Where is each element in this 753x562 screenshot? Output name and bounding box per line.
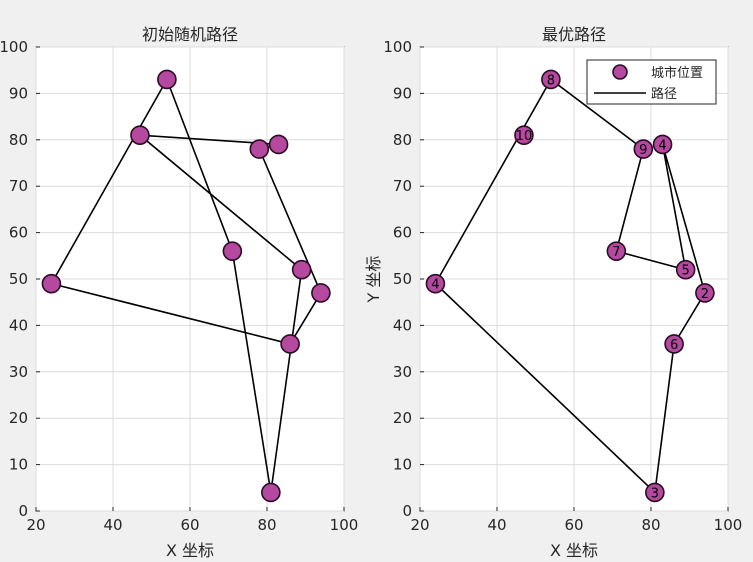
left-x-axis-label: X 坐标 xyxy=(166,541,214,560)
left-x-tick-label: 40 xyxy=(103,516,122,534)
legend-marker-swatch xyxy=(612,64,628,80)
right-city-marker xyxy=(695,283,715,303)
left-y-tick-label: 100 xyxy=(0,38,28,56)
right-x-axis-label: X 坐标 xyxy=(550,541,598,560)
legend-box xyxy=(586,59,717,105)
left-city-marker xyxy=(249,139,270,159)
right-city-label: 8 xyxy=(547,73,555,88)
left-x-tick-label: 80 xyxy=(257,516,276,534)
right-x-tick-label: 20 xyxy=(410,516,429,534)
left-city-marker xyxy=(222,241,243,261)
right-city-marker xyxy=(645,482,665,503)
right-route-line xyxy=(434,78,706,495)
right-city-label: 10 xyxy=(516,129,533,144)
left-y-tick-label: 30 xyxy=(9,363,28,381)
right-city-label: 4 xyxy=(658,138,666,153)
right-city-label: 3 xyxy=(651,486,659,501)
right-x-tick-label: 80 xyxy=(641,516,660,534)
right-y-tick-label: 50 xyxy=(393,270,412,288)
left-y-tick-label: 10 xyxy=(9,456,28,474)
right-chart-title: 最优路径 xyxy=(542,25,606,44)
left-y-tick-label: 20 xyxy=(9,409,28,427)
left-x-tick-label: 20 xyxy=(26,516,45,534)
right-y-tick-label: 0 xyxy=(402,502,412,520)
right-y-tick-label: 10 xyxy=(393,456,412,474)
right-city-marker xyxy=(675,259,696,280)
right-city-label: 6 xyxy=(670,338,678,353)
left-subplot: 20 40 60 80 100 0 10 20 30 40 50 60 70 80 90 100 初始随机路径… xyxy=(0,25,358,560)
legend: 城市位置 路径 xyxy=(586,59,717,105)
right-x-tick-label: 60 xyxy=(564,516,583,534)
right-city-marker xyxy=(633,139,654,159)
right-city-label: 9 xyxy=(639,143,647,158)
left-y-tick-label: 60 xyxy=(9,224,28,242)
left-y-tick-label: 40 xyxy=(9,316,28,334)
left-y-tick-label: 50 xyxy=(9,270,28,288)
right-y-tick-label: 40 xyxy=(393,316,412,334)
right-y-tick-label: 70 xyxy=(393,177,412,195)
left-y-tick-label: 70 xyxy=(9,177,28,195)
legend-entry-cities: 城市位置 xyxy=(651,65,703,81)
right-x-tick-label: 40 xyxy=(487,516,506,534)
left-city-marker xyxy=(261,482,281,503)
right-city-label: 2 xyxy=(701,287,709,302)
left-city-marker xyxy=(291,259,312,280)
right-city-marker xyxy=(664,334,684,354)
left-city-marker xyxy=(130,125,150,145)
right-y-tick-label: 30 xyxy=(393,363,412,381)
left-y-tick-label: 90 xyxy=(9,84,28,102)
right-y-tick-label: 60 xyxy=(393,224,412,242)
right-city-label: 7 xyxy=(612,245,620,260)
legend-entry-route: 路径 xyxy=(651,86,677,102)
right-y-tick-label: 90 xyxy=(393,84,412,102)
right-x-tick-label: 100 xyxy=(714,516,743,534)
right-y-tick-label: 20 xyxy=(393,409,412,427)
left-city-marker xyxy=(280,334,300,354)
left-x-tick-label: 60 xyxy=(180,516,199,534)
right-y-axis-label: Y 坐标 xyxy=(364,256,383,304)
right-y-tick-label: 80 xyxy=(393,131,412,149)
right-city-marker xyxy=(425,273,446,294)
left-city-marker xyxy=(268,134,289,155)
right-city-marker xyxy=(652,134,673,155)
left-city-marker xyxy=(311,283,331,303)
left-chart-title: 初始随机路径 xyxy=(142,25,238,44)
right-y-tick-label: 100 xyxy=(383,38,412,56)
right-city-marker xyxy=(541,69,561,90)
left-city-marker xyxy=(157,69,177,90)
left-x-tick-label: 100 xyxy=(330,516,359,534)
right-city-label: 4 xyxy=(431,278,439,293)
left-y-tick-label: 80 xyxy=(9,131,28,149)
right-city-marker xyxy=(514,125,534,145)
left-y-tick-label: 0 xyxy=(18,502,28,520)
left-city-marker xyxy=(41,273,62,294)
right-city-marker xyxy=(606,241,627,261)
right-city-label: 5 xyxy=(682,264,690,279)
